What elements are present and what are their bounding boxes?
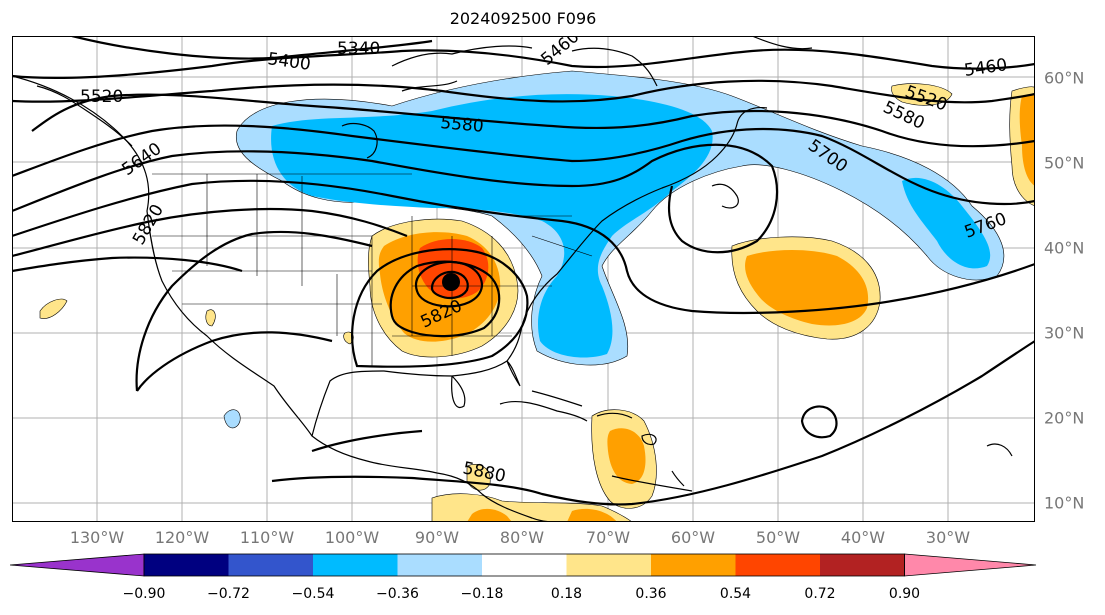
colorbar (10, 553, 1037, 577)
lon-label: 30°W (925, 528, 971, 547)
contour-label: 5340 (337, 39, 380, 59)
lat-label: 10°N (1044, 493, 1085, 513)
lat-label: 50°N (1044, 153, 1085, 173)
lat-label: 60°N (1044, 68, 1085, 88)
colorbar-segment (566, 554, 651, 576)
lon-label: 40°W (840, 528, 886, 547)
colorbar-segment (482, 554, 567, 576)
colorbar-tick: 0.36 (635, 586, 667, 602)
map-frame: 5340 5400 5460 5520 5460 5520 5580 5580 … (12, 36, 1035, 522)
colorbar-tick: −0.72 (207, 586, 250, 602)
lon-label: 80°W (499, 528, 545, 547)
lat-label: 40°N (1044, 238, 1085, 258)
colorbar-tick: 0.72 (804, 586, 836, 602)
lat-label: 30°N (1044, 323, 1085, 343)
lon-label: 100°W (324, 528, 380, 547)
colorbar-tick: −0.90 (122, 586, 166, 602)
colorbar-outline (143, 553, 905, 577)
lon-label: 130°W (69, 528, 125, 547)
colorbar-tick: −0.18 (460, 586, 504, 602)
colorbar-extend-high (904, 553, 1037, 577)
colorbar-segment (228, 554, 313, 576)
colorbar-tick: −0.36 (376, 586, 419, 602)
lon-label: 50°W (755, 528, 801, 547)
colorbar-extend-low (10, 553, 145, 577)
height-contours (12, 36, 1035, 506)
lon-label: 120°W (154, 528, 210, 547)
lat-label: 20°N (1044, 408, 1085, 428)
lon-label: 90°W (414, 528, 460, 547)
contour-label: 5580 (440, 113, 485, 137)
colorbar-tick: 0.18 (550, 586, 583, 602)
low-center-dot (442, 273, 460, 291)
map-border (12, 36, 1035, 522)
coastlines (12, 36, 1013, 522)
colorbar-segment (820, 554, 905, 576)
colorbar-tick: −0.54 (291, 586, 335, 602)
colorbar-segment (651, 554, 736, 576)
lon-label: 60°W (670, 528, 716, 547)
colorbar-segment (397, 554, 482, 576)
positive-anomaly-strong (417, 239, 489, 299)
contour-label: 5520 (80, 87, 123, 107)
contour-label: 5400 (266, 49, 312, 75)
colorbar-segment (735, 554, 820, 576)
colorbar-tick: 0.90 (888, 586, 921, 602)
lon-label: 70°W (585, 528, 631, 547)
lon-label: 110°W (239, 528, 295, 547)
colorbar-tick: 0.54 (719, 586, 752, 602)
map-title: 2024092500 F096 (449, 9, 597, 28)
colorbar-segment (144, 554, 229, 576)
state-borders (152, 173, 593, 366)
colorbar-segment (313, 554, 398, 576)
